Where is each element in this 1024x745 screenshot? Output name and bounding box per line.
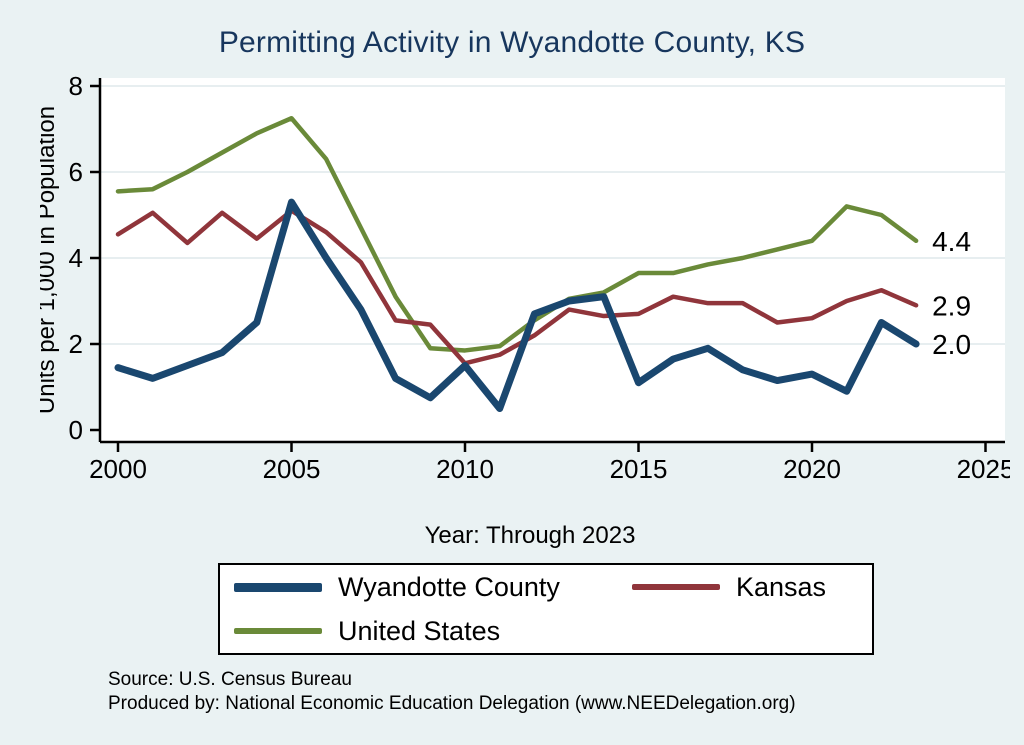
plot-area: 0 2 4 6 8 2000 2005 2010 2015 2020 2025 Units per 1… (40, 71, 1010, 482)
x-tick-label-2010: 2010 (436, 454, 494, 482)
y-tick-label-6: 6 (69, 157, 83, 187)
y-axis-title: Units per 1,000 in Population (40, 106, 60, 414)
y-tick-label-0: 0 (69, 415, 83, 445)
series-line-united-states (115, 116, 919, 353)
legend-label-united-states: United States (338, 615, 501, 646)
x-tick-label-2000: 2000 (89, 454, 147, 482)
produced-by-note: Produced by: National Economic Education… (108, 693, 796, 714)
plot-background (100, 78, 1005, 442)
legend-swatch-kansas (632, 584, 720, 590)
x-tick-label-2020: 2020 (783, 454, 841, 482)
legend-label-kansas: Kansas (736, 571, 827, 602)
legend-item-united-states: United States (234, 609, 632, 653)
x-tick-label-2015: 2015 (610, 454, 668, 482)
y-tick-label-2: 2 (69, 329, 83, 359)
series-line-wyandotte-county (114, 198, 920, 412)
source-notes: Source: U.S. Census Bureau Produced by: … (108, 668, 796, 716)
end-label-wyandotte-county: 2.0 (932, 329, 971, 360)
x-tick-label-2025: 2025 (957, 454, 1010, 482)
end-label-united-states: 4.4 (932, 226, 971, 257)
legend-swatch-wyandotte-county (234, 582, 322, 592)
chart-title: Permitting Activity in Wyandotte County,… (218, 26, 806, 59)
legend-item-kansas: Kansas (632, 565, 872, 609)
y-tick-label-8: 8 (69, 71, 83, 101)
x-tick-label-2005: 2005 (263, 454, 321, 482)
legend-item-wyandotte-county: Wyandotte County (234, 565, 632, 609)
end-label-kansas: 2.9 (932, 290, 971, 321)
series-line-kansas (115, 208, 919, 366)
x-axis-title: Year: Through 2023 (424, 522, 636, 549)
legend: Wyandotte County Kansas United States (218, 563, 874, 655)
legend-label-wyandotte-county: Wyandotte County (338, 571, 560, 602)
y-tick-label-4: 4 (69, 243, 83, 273)
source-note: Source: U.S. Census Bureau (108, 669, 352, 690)
legend-swatch-united-states (234, 628, 322, 634)
